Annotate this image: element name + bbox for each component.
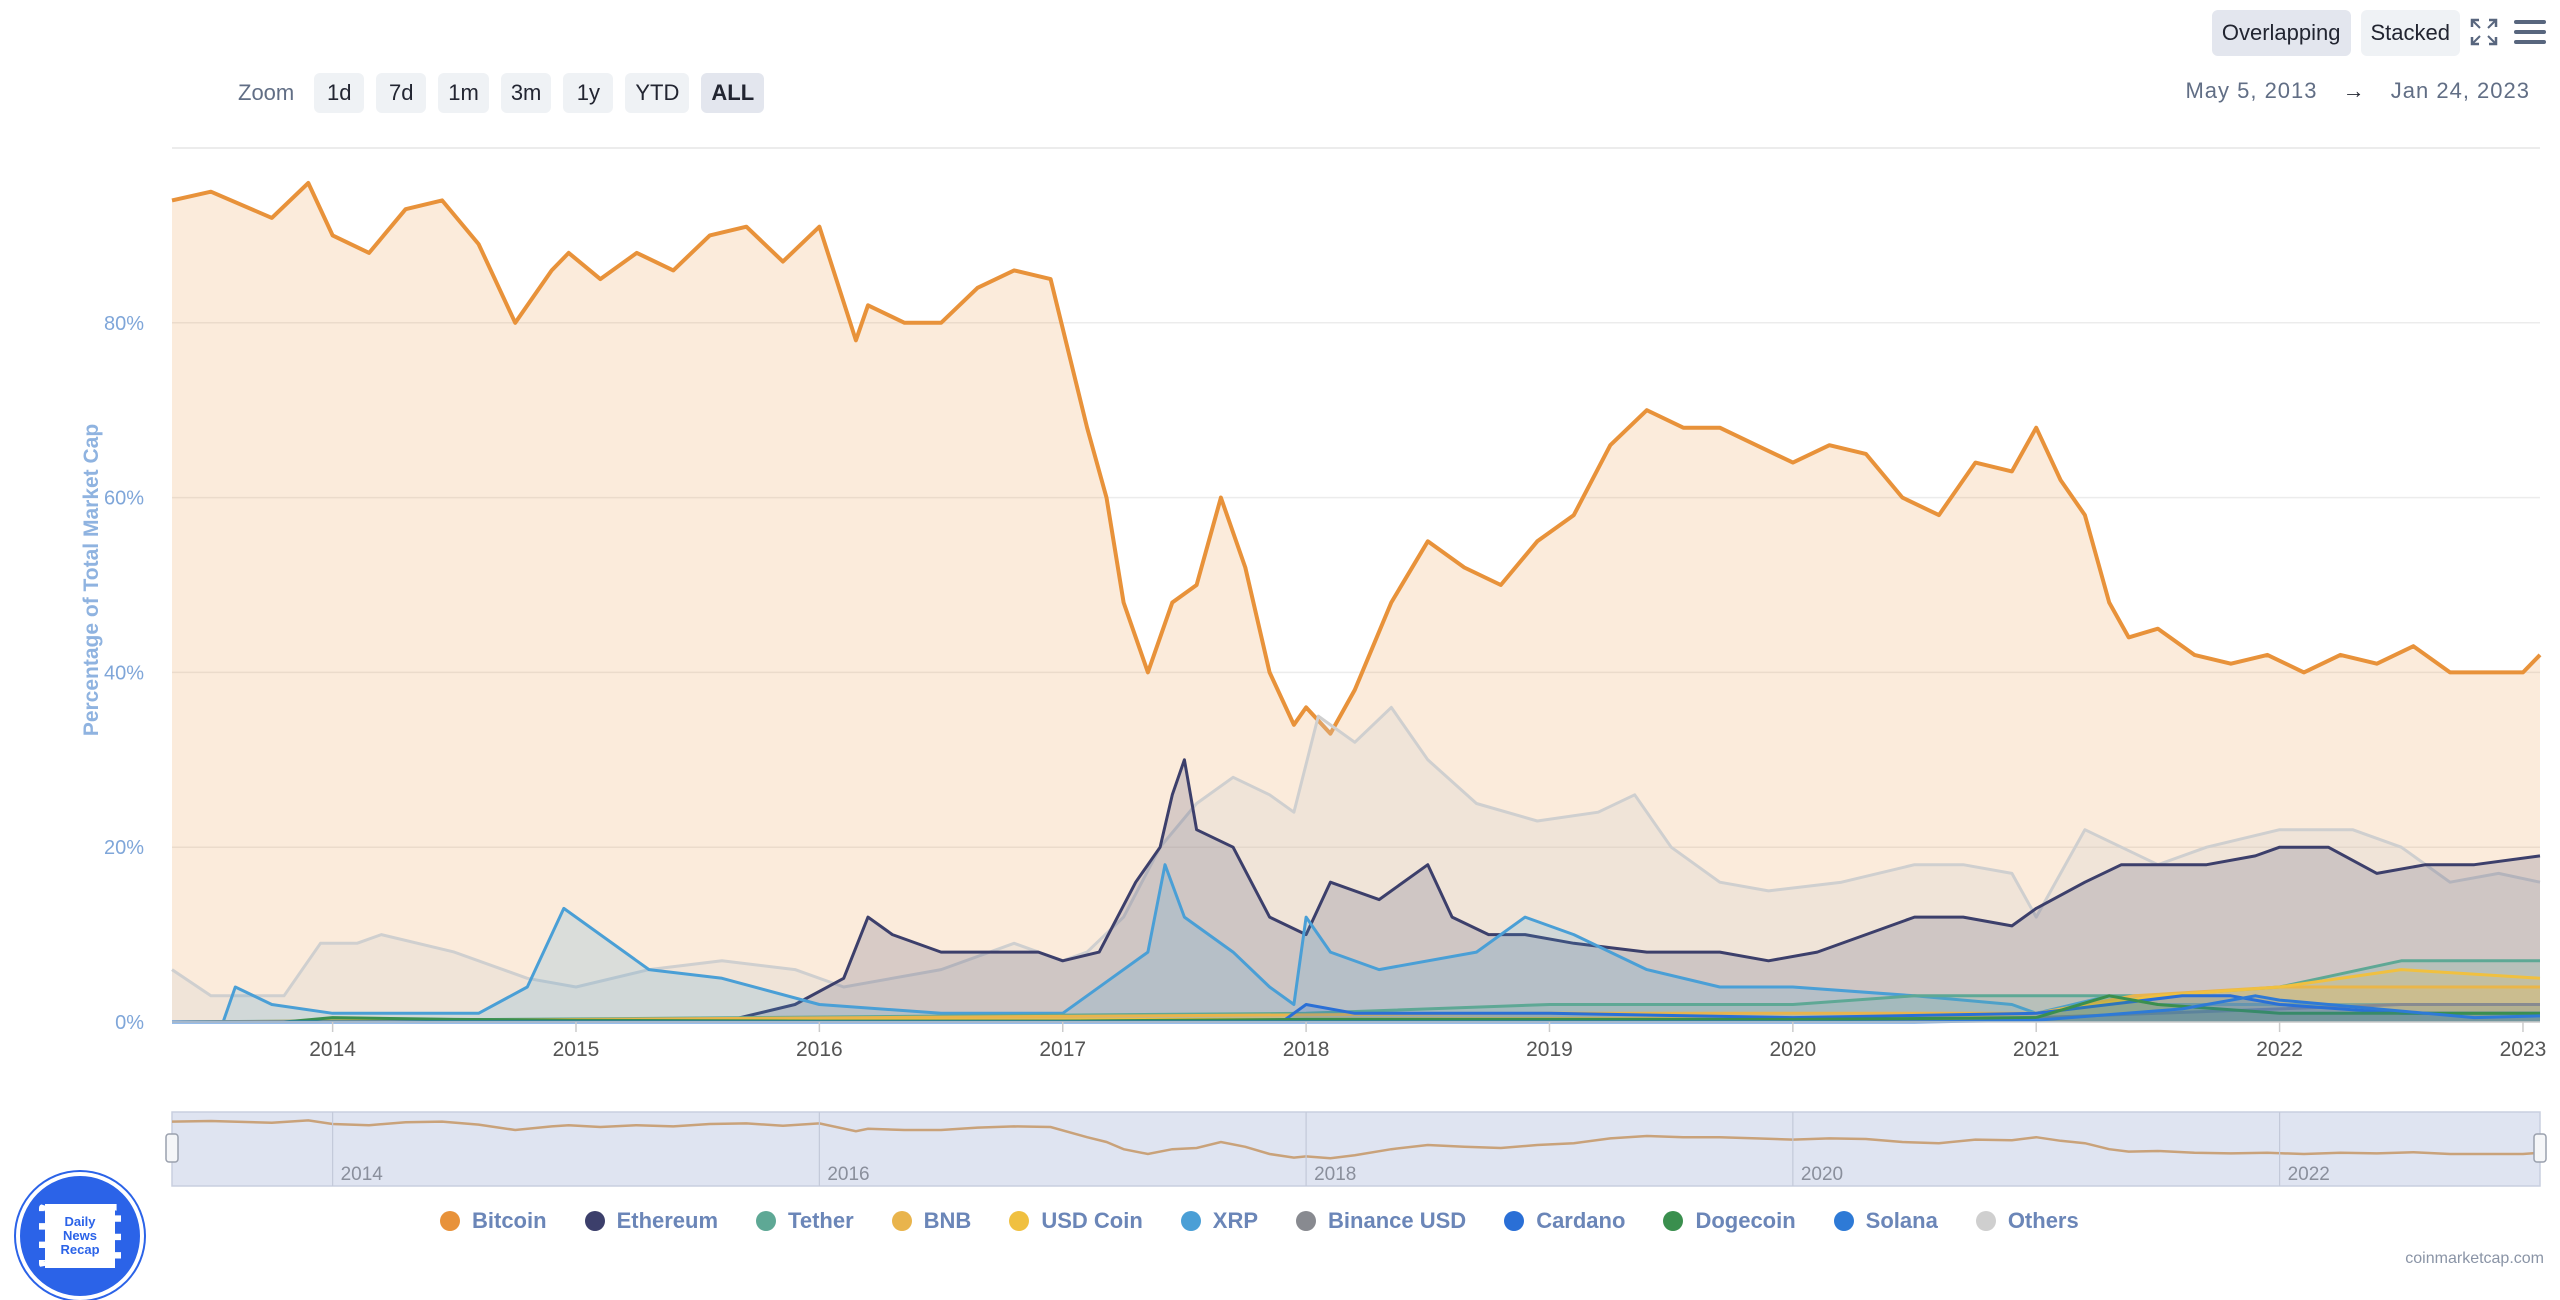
series-area-ethereum [172, 759, 2540, 1022]
legend-label-bitcoin: Bitcoin [472, 1208, 547, 1233]
navigator-left-handle[interactable] [165, 1133, 179, 1163]
zoom-all-button[interactable]: ALL [701, 73, 765, 113]
x-tick-label: 2019 [1526, 1038, 1573, 1061]
legend-dot-ethereum [584, 1211, 605, 1231]
x-tick-label: 2021 [2013, 1038, 2060, 1061]
date-range-to[interactable]: Jan 24, 2023 [2390, 78, 2530, 103]
x-tick-label: 2023 [2500, 1038, 2547, 1061]
zoom-label: Zoom [238, 80, 295, 105]
x-tick-label: 2016 [796, 1038, 843, 1061]
fullscreen-icon[interactable] [2464, 12, 2504, 52]
navigator-tick-label: 2014 [341, 1164, 384, 1185]
y-axis-title: Percentage of Total Market Cap [80, 423, 103, 737]
legend-label-ethereum: Ethereum [616, 1208, 719, 1233]
hamburger-menu-icon[interactable] [2510, 12, 2550, 52]
y-axis: 0% 20% 40% 60% 80% [104, 313, 144, 1034]
y-tick-label: 20% [104, 837, 144, 859]
legend-label-solana: Solana [1865, 1208, 1938, 1233]
x-tick-label: 2020 [1769, 1038, 1816, 1061]
series-area-solana [172, 995, 2540, 1022]
series-line-others[interactable] [171, 705, 2541, 998]
legend-dot-bnb [891, 1211, 912, 1231]
source-credit[interactable]: coinmarketcap.com [2405, 1250, 2544, 1267]
overlapping-button[interactable]: Overlapping [2211, 10, 2351, 56]
series-area-binance-usd [172, 1004, 2540, 1022]
daily-news-recap-logo: Daily News Recap [16, 1172, 144, 1300]
legend-dot-cardano [1504, 1211, 1525, 1231]
legend-label-others: Others [2007, 1208, 2079, 1233]
x-tick-label: 2014 [309, 1038, 356, 1061]
legend-label-dogecoin: Dogecoin [1695, 1208, 1796, 1233]
legend-dot-xrp [1180, 1211, 1201, 1231]
navigator-tick-label: 2016 [827, 1164, 869, 1185]
chart-legend: Bitcoin Ethereum Tether BNB USD Coin XRP Binan… [440, 1208, 2079, 1234]
legend-item-bitcoin[interactable]: Bitcoin [440, 1208, 547, 1234]
legend-item-solana[interactable]: Solana [1833, 1208, 1938, 1234]
x-tick-label: 2017 [1039, 1038, 1086, 1061]
y-tick-label: 0% [115, 1012, 144, 1034]
series-layer [171, 181, 2542, 1024]
legend-item-cardano[interactable]: Cardano [1504, 1208, 1625, 1234]
range-navigator[interactable]: 2014 2016 2018 2020 2022 [165, 1111, 2547, 1187]
navigator-tick-label: 2018 [1314, 1164, 1356, 1185]
series-area-usd-coin [172, 969, 2540, 1022]
legend-item-bnb[interactable]: BNB [891, 1208, 972, 1234]
legend-dot-tether [756, 1211, 777, 1231]
legend-item-others[interactable]: Others [1975, 1208, 2079, 1234]
navigator-tick-label: 2020 [1801, 1164, 1843, 1185]
stacked-button[interactable]: Stacked [2360, 10, 2460, 56]
x-tick-label: 2015 [553, 1038, 600, 1061]
x-tick-label: 2022 [2256, 1038, 2303, 1061]
y-tick-label: 40% [104, 662, 144, 684]
series-line-ethereum[interactable] [172, 758, 2541, 1024]
y-tick-label: 80% [104, 313, 144, 335]
zoom-1m-button[interactable]: 1m [438, 73, 489, 113]
legend-item-ethereum[interactable]: Ethereum [584, 1208, 719, 1234]
view-toggle: Overlapping Stacked [2211, 10, 2460, 56]
navigator-series-line [171, 1119, 2541, 1160]
legend-dot-dogecoin [1663, 1211, 1684, 1231]
series-area-tether [172, 960, 2540, 1022]
series-line-cardano[interactable] [172, 994, 2540, 1024]
series-line-xrp[interactable] [172, 863, 2540, 1024]
legend-item-tether[interactable]: Tether [756, 1208, 854, 1234]
zoom-ytd-button[interactable]: YTD [625, 73, 690, 113]
date-range-from[interactable]: May 5, 2013 [2185, 78, 2318, 103]
legend-item-xrp[interactable]: XRP [1180, 1208, 1259, 1234]
y-tick-label: 60% [104, 488, 144, 510]
series-line-tether[interactable] [171, 959, 2540, 1024]
date-range-arrow: → [2342, 78, 2366, 103]
legend-label-usd-coin: USD Coin [1041, 1208, 1143, 1233]
legend-dot-solana [1833, 1211, 1854, 1231]
series-line-dogecoin[interactable] [172, 994, 2540, 1024]
legend-dot-others [1975, 1211, 1996, 1231]
film-icon: Daily News Recap [39, 1204, 121, 1268]
x-tick-label: 2018 [1283, 1038, 1330, 1061]
zoom-controls: Zoom 1d 7d 1m 3m 1y YTD ALL [238, 72, 765, 114]
series-area-others [172, 707, 2540, 1022]
legend-label-tether: Tether [788, 1208, 854, 1233]
legend-dot-usd-coin [1009, 1211, 1030, 1231]
legend-dot-bitcoin [440, 1211, 460, 1231]
legend-label-binance-usd: Binance USD [1328, 1208, 1467, 1233]
zoom-1d-button[interactable]: 1d [314, 73, 365, 113]
legend-item-usd-coin[interactable]: USD Coin [1009, 1208, 1143, 1234]
legend-label-cardano: Cardano [1536, 1208, 1626, 1233]
legend-item-binance-usd[interactable]: Binance USD [1296, 1208, 1466, 1234]
navigator-right-handle[interactable] [2533, 1133, 2547, 1163]
date-range: May 5, 2013 → Jan 24, 2023 [2185, 78, 2530, 104]
zoom-3m-button[interactable]: 3m [500, 73, 552, 113]
legend-item-dogecoin[interactable]: Dogecoin [1663, 1208, 1796, 1234]
legend-label-bnb: BNB [923, 1208, 972, 1233]
legend-label-xrp: XRP [1212, 1208, 1259, 1233]
legend-dot-binance-usd [1296, 1211, 1317, 1231]
series-area-bitcoin [172, 183, 2540, 1022]
zoom-7d-button[interactable]: 7d [376, 73, 427, 113]
x-axis: 2014 2015 2016 2017 2018 2019 2020 2021 2022 2023 [172, 1021, 2547, 1061]
navigator-tick-label: 2022 [2288, 1164, 2330, 1185]
zoom-1y-button[interactable]: 1y [563, 73, 614, 113]
